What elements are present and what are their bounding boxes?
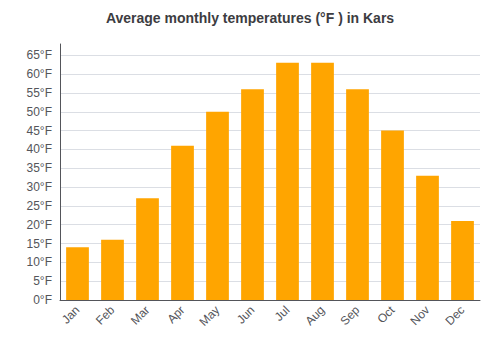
svg-text:0°F: 0°F xyxy=(33,293,52,307)
svg-text:50°F: 50°F xyxy=(27,105,52,119)
svg-text:15°F: 15°F xyxy=(27,237,52,251)
svg-text:Oct: Oct xyxy=(374,303,398,327)
svg-text:10°F: 10°F xyxy=(27,255,52,269)
svg-text:Sep: Sep xyxy=(337,303,362,328)
svg-text:Nov: Nov xyxy=(407,303,432,328)
svg-text:Jun: Jun xyxy=(234,303,258,327)
svg-text:Jul: Jul xyxy=(272,303,293,324)
svg-text:Mar: Mar xyxy=(128,303,153,327)
svg-text:45°F: 45°F xyxy=(27,124,52,138)
svg-text:60°F: 60°F xyxy=(27,67,52,81)
svg-text:Dec: Dec xyxy=(442,303,467,328)
svg-text:20°F: 20°F xyxy=(27,218,52,232)
svg-text:Average monthly temperatures (: Average monthly temperatures (°F ) in Ka… xyxy=(106,10,394,26)
svg-text:5°F: 5°F xyxy=(33,274,52,288)
svg-text:Apr: Apr xyxy=(164,303,187,326)
svg-text:30°F: 30°F xyxy=(27,180,52,194)
svg-text:Jan: Jan xyxy=(59,303,83,327)
svg-text:55°F: 55°F xyxy=(27,86,52,100)
svg-text:May: May xyxy=(197,303,223,329)
svg-text:Feb: Feb xyxy=(93,303,118,328)
svg-text:35°F: 35°F xyxy=(27,161,52,175)
svg-text:65°F: 65°F xyxy=(27,48,52,62)
svg-text:40°F: 40°F xyxy=(27,142,52,156)
svg-text:Aug: Aug xyxy=(302,303,327,328)
svg-text:25°F: 25°F xyxy=(27,199,52,213)
